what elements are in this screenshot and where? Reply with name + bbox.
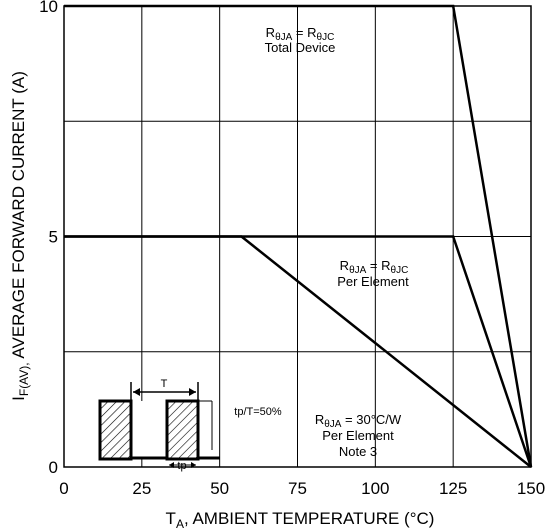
period-arrowhead-left [133, 388, 140, 396]
annotation-note: RθJA = 30°C/W Per Element Note 3 [315, 412, 402, 459]
pulse-1 [98, 399, 133, 461]
plot-frame [63, 5, 532, 468]
period-label: T [161, 378, 168, 390]
x-tick-label-3: 75 [288, 479, 307, 498]
x-tick-label-0: 0 [59, 479, 68, 498]
duty-cycle-label: tp/T=50% [234, 406, 282, 418]
x-tick-labels: 0 25 50 75 100 125 150 [59, 479, 545, 498]
y-axis-title: IF(AV), AVERAGE FORWARD CURRENT (A) [9, 71, 31, 401]
pulse-width-arrowhead-right [191, 462, 196, 468]
y-tick-label-2: 10 [39, 0, 58, 16]
x-tick-label-6: 150 [517, 479, 545, 498]
annotation-note-line3: Note 3 [339, 444, 377, 459]
pulse-waveform-inset: T tp tp/T=50% [92, 378, 282, 472]
pulse-2 [165, 399, 200, 461]
y-tick-label-1: 5 [49, 228, 58, 247]
y-tick-label-0: 0 [49, 458, 58, 477]
annotation-note-line1: RθJA = 30°C/W [315, 412, 402, 430]
annotation-per-element: RθJA = RθJC Per Element [337, 258, 409, 289]
period-arrowhead-right [189, 388, 196, 396]
x-tick-label-4: 100 [361, 479, 389, 498]
series-line-3 [64, 235, 532, 468]
x-tick-label-1: 25 [132, 479, 151, 498]
annotation-total-line1: RθJA = RθJC [266, 25, 335, 43]
annotation-note-line2: Per Element [322, 428, 394, 443]
x-axis-title: TA, AMBIENT TEMPERATURE (°C) [166, 509, 435, 531]
x-tick-label-2: 50 [210, 479, 229, 498]
annotation-total-device: RθJA = RθJC Total Device [265, 25, 336, 55]
annotation-per-line1: RθJA = RθJC [340, 258, 409, 276]
pulse-width-arrowhead-left [169, 462, 174, 468]
x-tick-label-5: 125 [439, 479, 467, 498]
y-tick-labels: 0 5 10 [39, 0, 58, 477]
pulse-width-label: tp [177, 460, 186, 472]
annotation-total-line2: Total Device [265, 40, 336, 55]
annotation-per-line2: Per Element [337, 274, 409, 289]
